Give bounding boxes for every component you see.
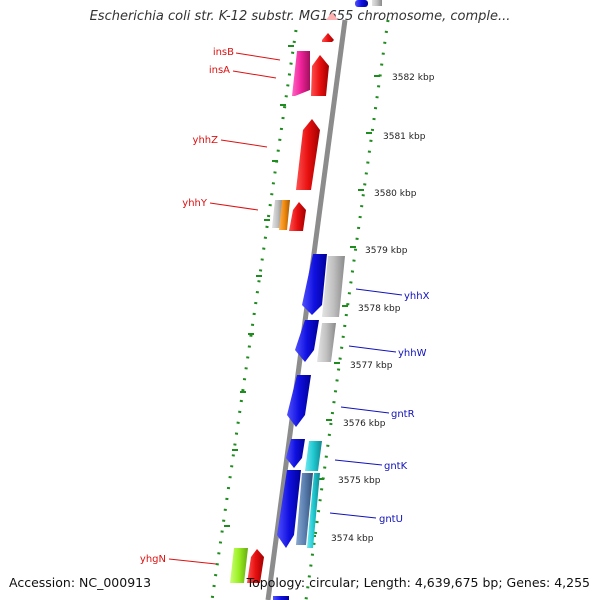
genome-backbone: [265, 19, 348, 600]
reverse-strand-features: [273, 254, 345, 600]
gene-yhhZ[interactable]: [296, 119, 320, 190]
label-line-yhhZ: [220, 139, 268, 148]
feature-grey-yhhX[interactable]: [322, 256, 345, 317]
label-line-yhgN: [168, 558, 217, 565]
inner-tick-marks: [224, 45, 294, 527]
gene-label-insB[interactable]: insB: [213, 47, 234, 58]
gene-label-yhhY[interactable]: yhhY: [182, 198, 208, 209]
label-line-insA: [232, 70, 277, 79]
gene-label-gntU[interactable]: gntU: [379, 514, 403, 525]
kbp-label: 3578 kbp: [358, 304, 401, 314]
label-line-yhhY: [209, 202, 259, 211]
gene-gntR[interactable]: [287, 375, 311, 427]
partial-reverse-feature[interactable]: [355, 0, 368, 7]
label-line-yhhX: [355, 288, 403, 296]
gene-yhhW[interactable]: [295, 320, 319, 362]
partial-reverse-feature-bottom[interactable]: [273, 596, 289, 600]
partial-forward-feature[interactable]: [322, 33, 334, 42]
gene-label-yhgN[interactable]: yhgN: [140, 554, 166, 565]
gene-gntU[interactable]: [277, 470, 301, 548]
kbp-label: 3576 kbp: [343, 419, 386, 429]
partial-pseudo-feature: [326, 12, 338, 20]
gene-label-yhhZ[interactable]: yhhZ: [193, 135, 219, 146]
partial-grey-feature[interactable]: [372, 0, 382, 6]
kbp-label: 3574 kbp: [331, 534, 374, 544]
label-line-gntU: [329, 512, 377, 519]
gene-yhhY[interactable]: [289, 202, 306, 231]
gene-insB[interactable]: [292, 51, 310, 96]
forward-strand-features: [230, 51, 329, 583]
kbp-label: 3580 kbp: [374, 189, 417, 199]
feature-steel-gntU[interactable]: [296, 473, 313, 545]
feature-cyan-gntK[interactable]: [305, 441, 322, 471]
kbp-label: 3577 kbp: [350, 361, 393, 371]
accession-label: Accession: NC_000913: [9, 575, 152, 590]
gene-label-gntR[interactable]: gntR: [391, 409, 415, 420]
gene-label-yhhX[interactable]: yhhX: [404, 291, 430, 302]
gene-insA[interactable]: [311, 55, 329, 96]
label-line-gntR: [340, 406, 390, 414]
map-title: Escherichia coli str. K-12 substr. MG165…: [89, 9, 511, 24]
gene-yhhX[interactable]: [302, 254, 327, 315]
feature-grey-yhhW[interactable]: [317, 323, 336, 362]
feature-lime-yhgN[interactable]: [230, 548, 248, 583]
gene-gntK[interactable]: [286, 439, 305, 468]
genome-stats-label: Topology: circular; Length: 4,639,675 bp…: [246, 575, 590, 590]
kbp-label: 3581 kbp: [383, 132, 426, 142]
gene-yhgN[interactable]: [247, 549, 264, 583]
label-line-gntK: [334, 459, 383, 466]
gene-label-insA[interactable]: insA: [209, 65, 230, 76]
gene-label-gntK[interactable]: gntK: [384, 461, 408, 472]
feature-cyan-gntU[interactable]: [307, 473, 320, 548]
kbp-label: 3579 kbp: [365, 246, 408, 256]
label-line-insB: [235, 52, 281, 61]
kbp-label: 3582 kbp: [392, 73, 435, 83]
feature-orange-yhhY[interactable]: [279, 200, 290, 230]
gene-label-yhhW[interactable]: yhhW: [398, 348, 427, 359]
kbp-label: 3575 kbp: [338, 476, 381, 486]
label-line-yhhW: [348, 345, 397, 353]
